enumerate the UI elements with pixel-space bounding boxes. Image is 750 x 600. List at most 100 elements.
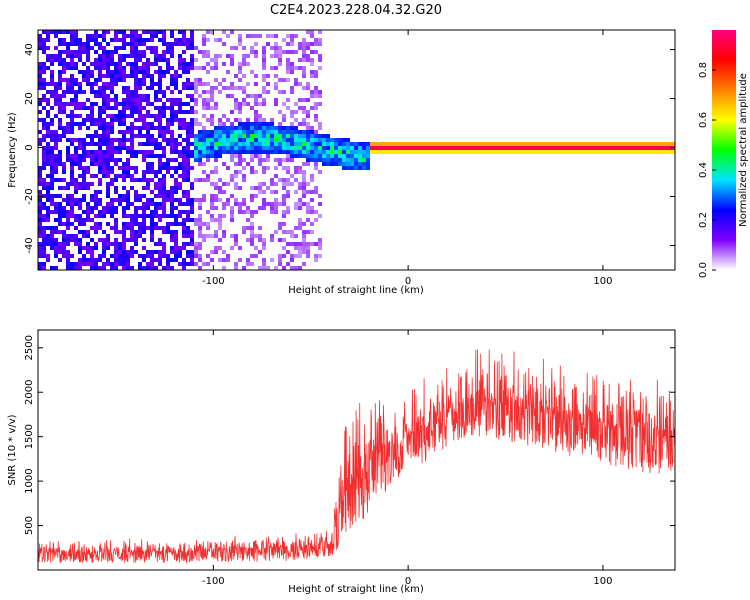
heatmap-cell — [110, 62, 114, 66]
heatmap-cell — [238, 62, 242, 66]
heatmap-cell — [306, 138, 310, 142]
heatmap-cell — [298, 170, 302, 174]
heatmap-cell — [210, 130, 214, 134]
heatmap-cell — [50, 154, 54, 158]
heatmap-cell — [250, 126, 254, 130]
heatmap-cell — [38, 190, 42, 194]
heatmap-cell — [50, 238, 54, 242]
heatmap-cell — [146, 130, 150, 134]
heatmap-cell — [66, 62, 70, 66]
heatmap-cell — [618, 150, 622, 154]
heatmap-cell — [234, 162, 238, 166]
snr-y-axis-label: SNR (10 * v/v) — [7, 414, 18, 485]
heatmap-cell — [62, 110, 66, 114]
heatmap-cell — [126, 206, 130, 210]
heatmap-cell — [66, 198, 70, 202]
heatmap-cell — [46, 114, 50, 118]
heatmap-cell — [294, 50, 298, 54]
heatmap-cell — [274, 54, 278, 58]
heatmap-cell — [210, 142, 214, 146]
heatmap-cell — [162, 110, 166, 114]
heatmap-cell — [450, 146, 454, 150]
heatmap-cell — [274, 158, 278, 162]
heatmap-cell — [278, 258, 282, 262]
heatmap-cell — [154, 58, 158, 62]
heatmap-cell — [246, 54, 250, 58]
heatmap-cell — [286, 170, 290, 174]
heatmap-cell — [186, 250, 190, 254]
heatmap-cell — [302, 162, 306, 166]
heatmap-cell — [290, 174, 294, 178]
heatmap-cell — [462, 150, 466, 154]
heatmap-cell — [310, 34, 314, 38]
heatmap-cell — [194, 134, 198, 138]
heatmap-cell — [558, 146, 562, 150]
heatmap-cell — [302, 174, 306, 178]
heatmap-cell — [254, 154, 258, 158]
heatmap-cell — [350, 142, 354, 146]
heatmap-cell — [50, 178, 54, 182]
heatmap-cell — [126, 98, 130, 102]
heatmap-cell — [66, 186, 70, 190]
heatmap-cell — [82, 74, 86, 78]
heatmap-cell — [186, 166, 190, 170]
heatmap-cell — [54, 94, 58, 98]
heatmap-cell — [42, 126, 46, 130]
heatmap-cell — [38, 266, 42, 270]
heatmap-cell — [182, 210, 186, 214]
heatmap-cell — [38, 86, 42, 90]
heatmap-cell — [98, 162, 102, 166]
heatmap-cell — [206, 146, 210, 150]
heatmap-cell — [218, 190, 222, 194]
heatmap-cell — [282, 78, 286, 82]
heatmap-cell — [74, 214, 78, 218]
heatmap-cell — [414, 142, 418, 146]
heatmap-cell — [38, 138, 42, 142]
heatmap-cell — [402, 142, 406, 146]
heatmap-cell — [174, 82, 178, 86]
heatmap-cell — [262, 62, 266, 66]
heatmap-cell — [302, 98, 306, 102]
y-tick-label: 40 — [24, 43, 35, 56]
heatmap-cell — [114, 38, 118, 42]
heatmap-cell — [550, 142, 554, 146]
heatmap-cell — [134, 42, 138, 46]
heatmap-cell — [190, 58, 194, 62]
heatmap-cell — [182, 34, 186, 38]
heatmap-cell — [38, 242, 42, 246]
heatmap-cell — [238, 130, 242, 134]
heatmap-cell — [190, 118, 194, 122]
heatmap-cell — [182, 166, 186, 170]
heatmap-cell — [102, 90, 106, 94]
heatmap-cell — [198, 50, 202, 54]
heatmap-cell — [70, 142, 74, 146]
heatmap-cell — [286, 62, 290, 66]
heatmap-cell — [262, 86, 266, 90]
heatmap-cell — [86, 34, 90, 38]
heatmap-cell — [150, 46, 154, 50]
heatmap-cell — [142, 214, 146, 218]
heatmap-cell — [278, 122, 282, 126]
heatmap-cell — [198, 82, 202, 86]
heatmap-cell — [282, 50, 286, 54]
heatmap-cell — [94, 94, 98, 98]
heatmap-cell — [178, 74, 182, 78]
heatmap-cell — [214, 170, 218, 174]
heatmap-cell — [278, 142, 282, 146]
heatmap-cell — [74, 38, 78, 42]
heatmap-cell — [178, 150, 182, 154]
heatmap-cell — [126, 114, 130, 118]
heatmap-cell — [202, 170, 206, 174]
heatmap-cell — [58, 30, 62, 34]
heatmap-cell — [278, 162, 282, 166]
heatmap-cell — [54, 158, 58, 162]
heatmap-cell — [134, 154, 138, 158]
heatmap-cell — [166, 42, 170, 46]
heatmap-cell — [294, 254, 298, 258]
heatmap-cell — [206, 134, 210, 138]
heatmap-cell — [74, 162, 78, 166]
heatmap-cell — [174, 258, 178, 262]
heatmap-cell — [114, 106, 118, 110]
heatmap-cell — [78, 86, 82, 90]
heatmap-cell — [54, 102, 58, 106]
